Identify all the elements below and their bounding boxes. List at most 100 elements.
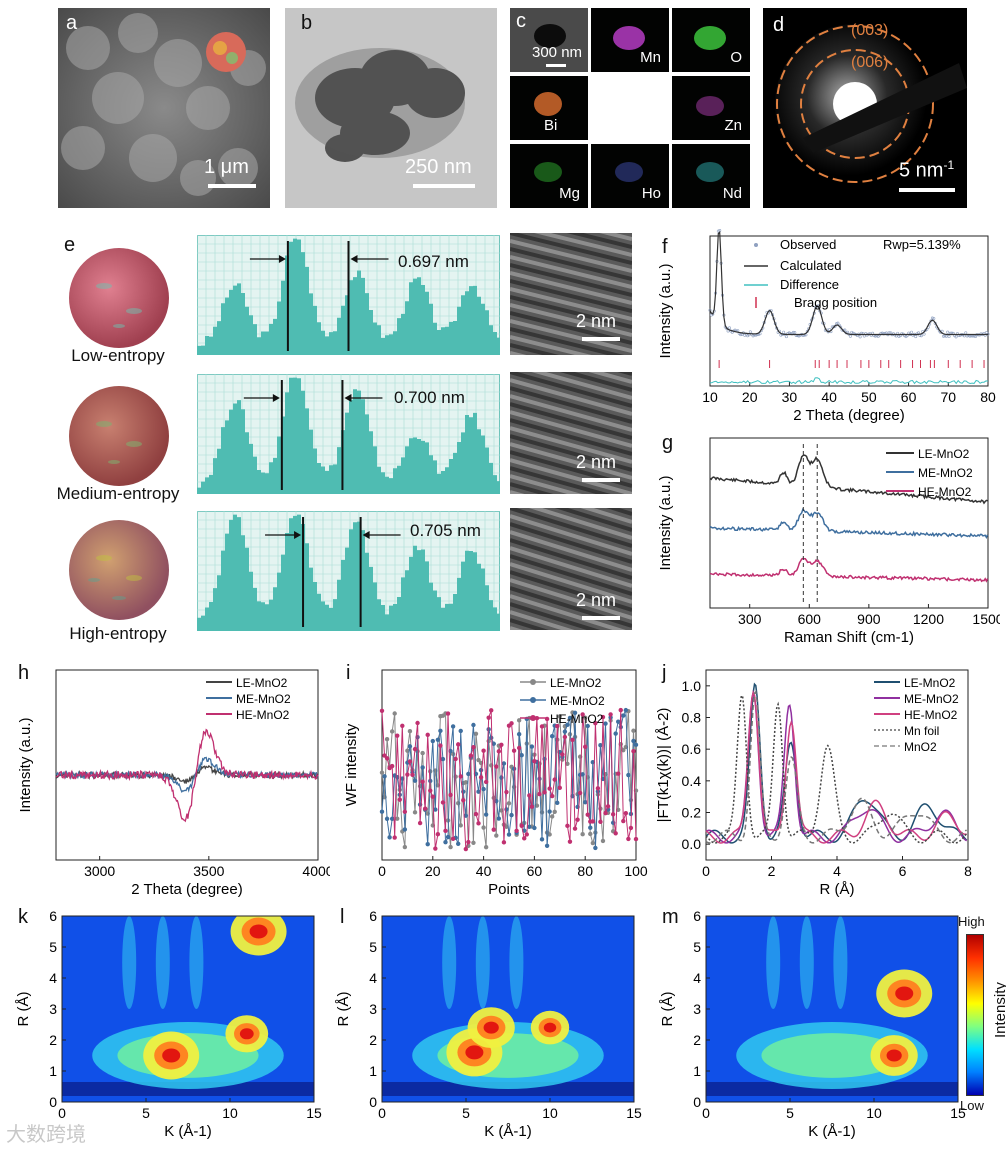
observed-point xyxy=(922,332,926,336)
lattice-fringe xyxy=(510,343,560,355)
panel-letter-m: m xyxy=(662,906,679,928)
wf-point xyxy=(468,753,474,758)
scale-label-a: 1 μm xyxy=(204,156,249,178)
sphere-high-entropy xyxy=(69,520,169,620)
wf-point xyxy=(598,819,603,825)
wf-point xyxy=(580,832,585,837)
heatmap-low-band xyxy=(382,1082,634,1096)
x-tick-label: 40 xyxy=(476,863,492,879)
y-axis-label: Intensity (a.u.) xyxy=(657,475,674,570)
wf-point xyxy=(501,761,507,766)
wf-point xyxy=(494,764,499,769)
lattice-fringe xyxy=(588,372,632,384)
x-tick-label: 80 xyxy=(577,863,593,879)
wf-point xyxy=(516,731,522,737)
x-tick-label: 600 xyxy=(798,611,822,627)
panel-letter-b: b xyxy=(301,12,313,34)
wf-point xyxy=(443,828,448,834)
raman-series xyxy=(709,557,989,583)
observed-point xyxy=(782,330,786,334)
watermark: 大数跨境 xyxy=(6,1124,86,1146)
wf-point xyxy=(384,736,390,742)
wf-point xyxy=(478,767,484,773)
wf-point xyxy=(402,844,408,850)
hotspot-core xyxy=(886,1049,902,1062)
wf-point xyxy=(473,731,479,736)
observed-point xyxy=(964,331,968,335)
wf-point xyxy=(585,812,590,817)
wf-point xyxy=(631,738,636,744)
x-tick-label: 50 xyxy=(861,389,877,405)
legend-label: Observed xyxy=(780,237,836,252)
caption-medium-entropy: Medium-entropy xyxy=(56,484,180,503)
wf-point xyxy=(616,719,621,724)
observed-point xyxy=(947,335,951,339)
legend-label: HE-MnO2 xyxy=(236,708,290,722)
lattice-fringe xyxy=(510,466,611,494)
profile-area xyxy=(197,514,500,631)
wf-point xyxy=(407,744,413,749)
wf-point xyxy=(420,779,425,784)
x-tick-label: 15 xyxy=(950,1105,966,1121)
panel-letter-f: f xyxy=(662,236,668,258)
wf-point xyxy=(453,756,458,762)
panel-letter-l: l xyxy=(340,906,345,928)
lattice-profile-low xyxy=(197,235,500,355)
y-tick-label: 3 xyxy=(693,1001,701,1017)
x-axis-label: R (Å) xyxy=(820,881,855,898)
panel-letter-a: a xyxy=(66,12,78,34)
wf-point xyxy=(389,816,395,821)
x-tick-label: 10 xyxy=(702,389,718,405)
caption-high-entropy: High-entropy xyxy=(69,624,167,643)
y-tick-label: 0 xyxy=(49,1094,57,1110)
chart-i-wf: 0 20 40 60 80 100 Points WF intensity LE-MnO2 ME-… xyxy=(343,669,648,898)
wf-point xyxy=(412,778,418,783)
lattice-fringe xyxy=(510,530,632,572)
heatmap-field xyxy=(706,916,958,1102)
wf-point xyxy=(435,737,441,742)
wf-point xyxy=(603,721,608,726)
y-tick-label: 1.0 xyxy=(682,678,702,694)
y-tick-label: 3 xyxy=(49,1001,57,1017)
wf-point xyxy=(379,809,385,814)
raman-series xyxy=(709,507,989,540)
epr-series xyxy=(55,728,319,823)
wf-point xyxy=(616,771,621,776)
wf-point xyxy=(527,824,532,829)
x-tick-label: 1200 xyxy=(913,611,944,627)
wf-point xyxy=(382,774,387,779)
wf-point xyxy=(555,723,560,729)
observed-point xyxy=(793,331,797,335)
wf-point xyxy=(633,742,639,748)
calculated-line xyxy=(709,231,988,336)
y-tick-label: 1 xyxy=(49,1063,57,1079)
x-axis-label: K (Å-1) xyxy=(484,1123,532,1140)
wf-point xyxy=(412,746,418,752)
wf-point xyxy=(511,766,517,772)
x-tick-label: 40 xyxy=(821,389,837,405)
chart-m-wavelet: 0 5 10 15 0 1 2 3 4 5 6 K (Å-1) R (Å) xyxy=(659,908,966,1140)
wf-point xyxy=(466,771,471,777)
x-tick-label: 100 xyxy=(624,863,648,879)
wf-point xyxy=(499,808,504,813)
x-tick-label: 15 xyxy=(306,1105,322,1121)
panel-letter-e: e xyxy=(64,234,76,256)
wf-point xyxy=(438,743,443,748)
y-tick-label: 4 xyxy=(49,970,57,986)
x-tick-label: 3500 xyxy=(193,863,224,879)
chart-h-epr: 3000 3500 4000 2 Theta (degree) Intensity (a… xyxy=(17,669,330,898)
lattice-fringe xyxy=(510,458,632,494)
wf-point xyxy=(618,707,623,713)
wf-point xyxy=(504,824,509,829)
legend-label: Bragg position xyxy=(794,295,877,310)
wf-point xyxy=(580,712,585,717)
scale-bar-d xyxy=(899,188,955,192)
panel-letter-h: h xyxy=(18,662,30,684)
wf-point xyxy=(463,846,469,852)
lattice-fringe xyxy=(534,233,632,257)
observed-point xyxy=(748,330,752,334)
x-tick-label: 0 xyxy=(378,863,386,879)
wf-point xyxy=(562,729,568,734)
lattice-fringe xyxy=(510,482,554,494)
wf-point xyxy=(483,812,489,817)
